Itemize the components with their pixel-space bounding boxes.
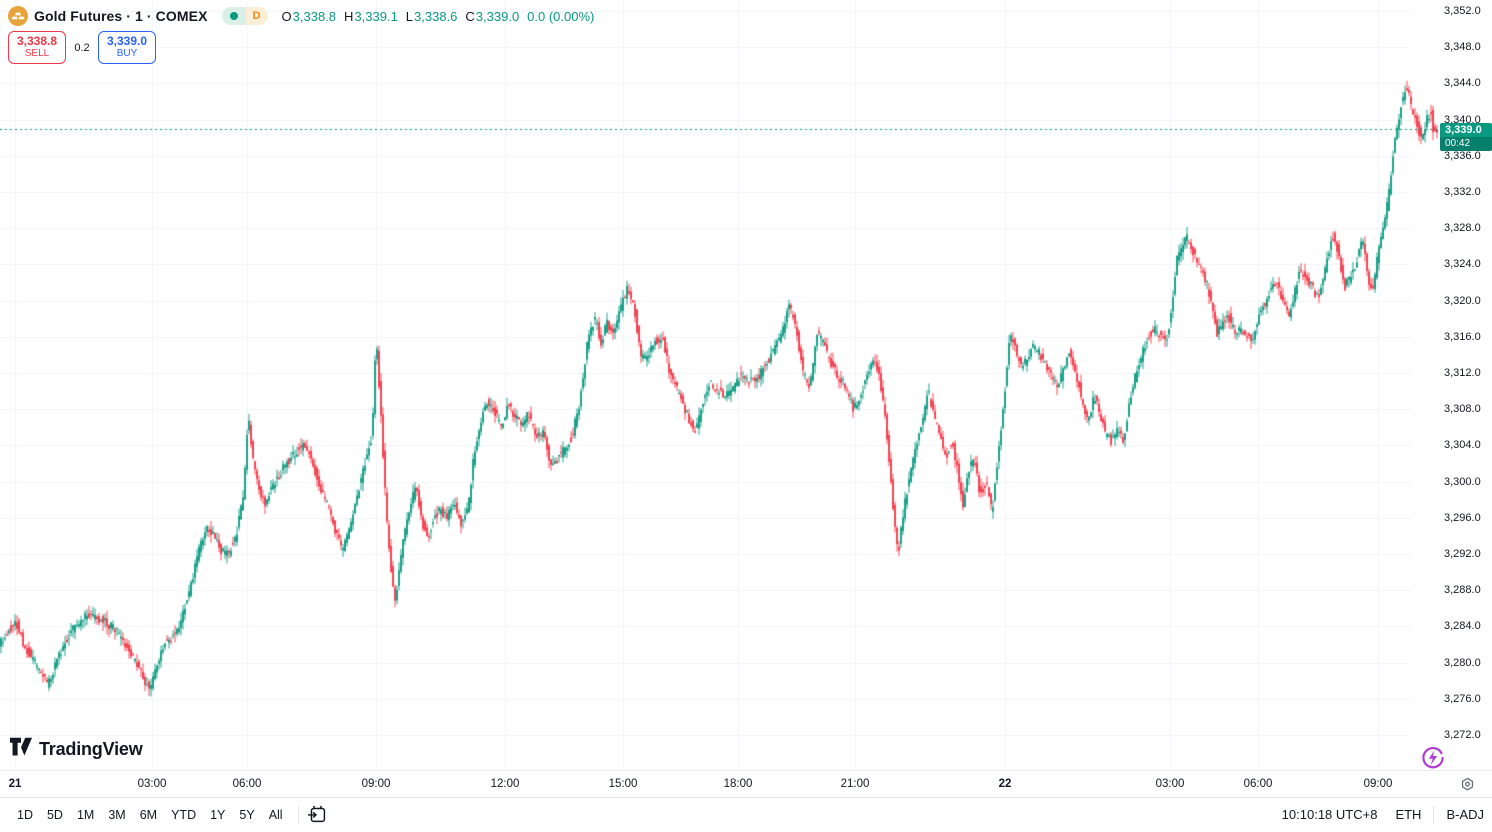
candlestick-chart[interactable] [0, 0, 1445, 770]
tradingview-logo-icon [10, 737, 32, 762]
chart-pane: 3,352.0 3,348.0 3,344.0 3,340.0 3,336.0 3,332… [0, 0, 1492, 770]
buy-price: 3,339.0 [106, 34, 148, 48]
ohlc-close-label: C [465, 8, 475, 24]
sell-price: 3,338.8 [16, 34, 58, 48]
adjustment-label[interactable]: B-ADJ [1446, 807, 1484, 822]
time-tick-label: 12:00 [490, 778, 520, 790]
price-tick-label: 3,296.0 [1444, 511, 1481, 524]
ohlc-close-value: 3,339.0 [475, 8, 520, 24]
sell-label: SELL [24, 48, 50, 59]
range-button-all[interactable]: All [268, 807, 283, 822]
price-tick-label: 3,312.0 [1444, 367, 1481, 379]
price-tick-label: 3,280.0 [1444, 656, 1481, 669]
ohlc-open-value: 3,338.8 [292, 8, 337, 24]
price-tick-label: 3,300.0 [1444, 475, 1481, 488]
bottom-toolbar: 1D 5D 1M 3M 6M YTD 1Y 5Y All 10:10:18 UTC+8 ETH … [0, 798, 1492, 831]
gold-futures-icon [8, 6, 28, 26]
range-button-5y[interactable]: 5Y [239, 807, 255, 822]
ohlc-high-label: H [344, 8, 354, 24]
range-selector: 1D 5D 1M 3M 6M YTD 1Y 5Y All [0, 804, 290, 826]
toolbar-divider [297, 805, 299, 824]
time-tick-label: 06:00 [232, 778, 262, 790]
price-tick-label: 3,340.0 [1444, 113, 1481, 126]
price-tick-label: 3,276.0 [1444, 692, 1481, 705]
price-tick-label: 3,316.0 [1444, 330, 1481, 343]
ohlc-high-value: 3,339.1 [354, 8, 398, 24]
buy-label: BUY [116, 48, 138, 59]
spread-value: 0.2 [74, 41, 90, 54]
price-tick-label: 3,344.0 [1444, 77, 1481, 90]
chart-header: Gold Futures · 1 · COMEX D O 3,338.8 H 3,3… [8, 5, 594, 64]
price-tick-label: 3,336.0 [1444, 149, 1481, 162]
market-status-dot-icon [229, 12, 238, 20]
range-button-5d[interactable]: 5D [46, 807, 63, 822]
go-to-date-button[interactable] [307, 805, 328, 824]
price-tick-label: 3,352.0 [1444, 5, 1481, 17]
interval-badge: D [245, 7, 268, 25]
time-tick-label: 22 [998, 778, 1012, 790]
price-tick-label: 3,284.0 [1444, 620, 1481, 633]
change-value: 0.0 (0.00%) [527, 8, 595, 24]
range-button-6m[interactable]: 6M [139, 807, 158, 822]
time-tick-label: 03:00 [1155, 778, 1185, 790]
time-tick-label: 15:00 [608, 778, 638, 790]
price-tick-label: 3,348.0 [1444, 41, 1481, 54]
time-tick-label: 09:00 [361, 778, 391, 790]
session-eth-label[interactable]: ETH [1395, 807, 1422, 822]
chart-settings-gear-icon[interactable] [1459, 776, 1476, 798]
range-button-1m[interactable]: 1M [76, 807, 95, 822]
status-bar-right: 10:10:18 UTC+8 ETH B-ADJ [1281, 805, 1492, 824]
boost-button[interactable] [1420, 745, 1446, 771]
calendar-arrow-icon [307, 805, 325, 823]
range-button-1d[interactable]: 1D [17, 807, 33, 822]
tradingview-logo-text: TradingView [39, 739, 143, 759]
last-price-value: 3,339.0 [1445, 123, 1482, 136]
time-axis[interactable]: 21 03:00 06:00 09:00 12:00 15:00 18:00 21:00 22 0… [0, 770, 1492, 798]
time-tick-label: 21:00 [840, 778, 870, 790]
price-tick-label: 3,324.0 [1444, 258, 1481, 271]
range-button-1y[interactable]: 1Y [210, 807, 226, 822]
price-tick-label: 3,288.0 [1444, 584, 1481, 597]
time-tick-label: 18:00 [723, 778, 753, 790]
price-tick-label: 3,308.0 [1444, 403, 1481, 416]
tradingview-logo[interactable]: TradingView [10, 737, 143, 762]
ohlc-low-label: L [405, 8, 414, 24]
ohlc-readout: O 3,338.8 H 3,339.1 L 3,338.6 C 3,339.0 0.0 … [282, 9, 595, 24]
price-tick-label: 3,292.0 [1444, 548, 1481, 560]
market-status-pill[interactable]: D [221, 7, 268, 25]
lightning-icon [1422, 746, 1444, 769]
price-tick-label: 3,304.0 [1444, 439, 1481, 452]
time-tick-label: 06:00 [1243, 778, 1273, 790]
range-button-ytd[interactable]: YTD [171, 807, 197, 822]
symbol-title[interactable]: Gold Futures · 1 · COMEX [34, 8, 208, 24]
price-tick-label: 3,320.0 [1444, 294, 1481, 307]
price-tick-label: 3,272.0 [1444, 729, 1481, 741]
price-tick-label: 3,328.0 [1444, 222, 1481, 235]
bar-countdown-timer: 00:42 [1440, 136, 1492, 151]
sell-button[interactable]: 3,338.8 SELL [8, 31, 66, 64]
time-tick-label: 09:00 [1363, 778, 1393, 790]
time-tick-label: 21 [8, 778, 22, 790]
time-tick-label: 03:00 [137, 778, 167, 790]
range-button-3m[interactable]: 3M [108, 807, 126, 822]
ohlc-low-value: 3,338.6 [414, 8, 458, 24]
status-divider [1433, 805, 1435, 824]
price-tick-label: 3,332.0 [1444, 186, 1481, 198]
session-clock[interactable]: 10:10:18 UTC+8 [1281, 807, 1378, 822]
ohlc-open-label: O [281, 8, 292, 24]
last-price-label[interactable]: 3,339.0 00:42 [1440, 122, 1492, 151]
buy-button[interactable]: 3,339.0 BUY [98, 31, 156, 64]
